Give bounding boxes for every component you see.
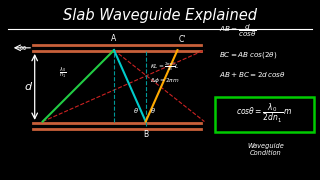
Text: $\theta$: $\theta$ xyxy=(132,105,139,114)
Text: $\frac{\lambda_0}{n_1}$: $\frac{\lambda_0}{n_1}$ xyxy=(60,66,67,81)
Text: A: A xyxy=(111,34,116,43)
Text: C': C' xyxy=(179,35,186,44)
Text: $\Delta\phi = 2\pi m$: $\Delta\phi = 2\pi m$ xyxy=(150,76,180,85)
Text: $\theta$: $\theta$ xyxy=(150,105,156,114)
Text: Waveguide
Condition: Waveguide Condition xyxy=(247,143,284,156)
Text: $AB + BC = 2d\,cos\theta$: $AB + BC = 2d\,cos\theta$ xyxy=(219,70,286,79)
Bar xyxy=(215,97,315,132)
Text: d: d xyxy=(25,82,32,92)
Text: $cos\theta = \dfrac{\lambda_0}{2dn_1}\,m$: $cos\theta = \dfrac{\lambda_0}{2dn_1}\,m… xyxy=(236,101,292,125)
Text: Slab Waveguide Explained: Slab Waveguide Explained xyxy=(63,8,257,23)
Text: $\infty$: $\infty$ xyxy=(18,42,27,52)
Text: $KL = \frac{2\pi n_1}{\lambda_0} L$: $KL = \frac{2\pi n_1}{\lambda_0} L$ xyxy=(150,61,180,74)
Text: B: B xyxy=(143,130,148,139)
Text: $BC = AB\,cos(2\theta)$: $BC = AB\,cos(2\theta)$ xyxy=(219,50,277,60)
Text: $AB = \dfrac{d}{cos\theta}$: $AB = \dfrac{d}{cos\theta}$ xyxy=(219,22,257,39)
